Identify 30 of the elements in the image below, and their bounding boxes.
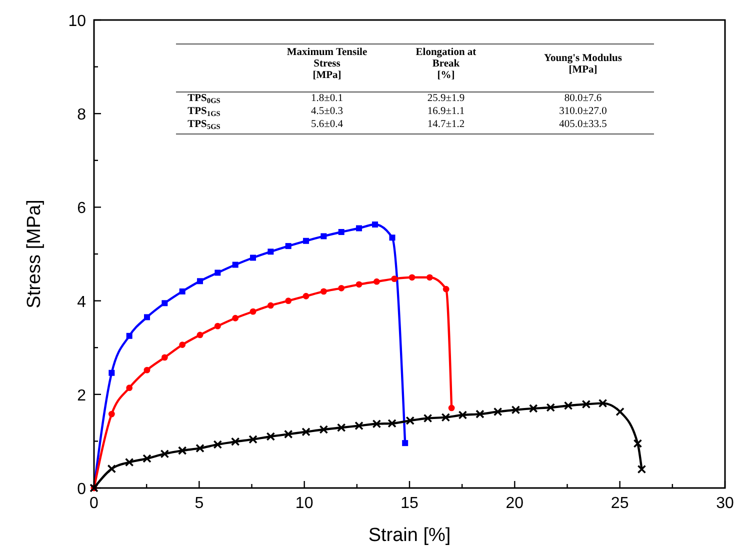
annotation: 310.0±27.0 <box>559 106 607 117</box>
x-axis-title: Strain [%] <box>368 525 451 546</box>
annotation: 4.5±0.3 <box>310 106 344 117</box>
annotation: TPS$_{0GS}$ <box>188 93 220 105</box>
x-tick-label: 20 <box>506 495 524 512</box>
y-tick-label: 10 <box>68 13 86 30</box>
annotation: Elongation at Break [%] <box>416 47 477 81</box>
annotation: 14.7±1.2 <box>427 119 465 130</box>
annotation: 5.6±0.4 <box>310 119 344 130</box>
x-tick-label: 25 <box>610 495 629 512</box>
annotation: 405.0±33.5 <box>559 119 607 130</box>
y-axis-title: Stress [MPa] <box>24 200 45 308</box>
annotation: Young's Modulus [MPa] <box>544 52 622 76</box>
annotation: 25.9±1.9 <box>427 93 465 104</box>
x-tick-label: 15 <box>400 495 418 512</box>
y-tick-label: 6 <box>77 200 86 218</box>
annotation: 16.9±1.1 <box>427 106 465 117</box>
y-tick-label: 2 <box>77 387 86 404</box>
y-tick-label: 4 <box>77 294 86 311</box>
annotation: Maximum Tensile Stress [MPa] <box>286 47 368 81</box>
x-tick-label: 30 <box>716 495 734 512</box>
x-tick-label: 0 <box>90 495 99 512</box>
annotation: 80.0±7.6 <box>564 93 602 104</box>
y-tick-label: 8 <box>77 106 86 124</box>
annotation: 1.8±0.1 <box>310 93 344 104</box>
x-tick-label: 10 <box>295 495 314 512</box>
x-tick-label: 5 <box>194 495 204 512</box>
annotation: TPS$_{1GS}$ <box>188 106 220 118</box>
y-tick-label: 0 <box>77 481 86 498</box>
annotation: TPS$_{5GS}$ <box>188 119 220 131</box>
